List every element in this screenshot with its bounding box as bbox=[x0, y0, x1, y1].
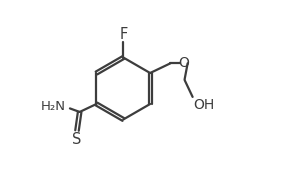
Text: S: S bbox=[72, 132, 82, 147]
Text: F: F bbox=[119, 27, 127, 42]
Text: O: O bbox=[178, 56, 189, 70]
Text: OH: OH bbox=[193, 98, 215, 112]
Text: H₂N: H₂N bbox=[41, 100, 65, 113]
